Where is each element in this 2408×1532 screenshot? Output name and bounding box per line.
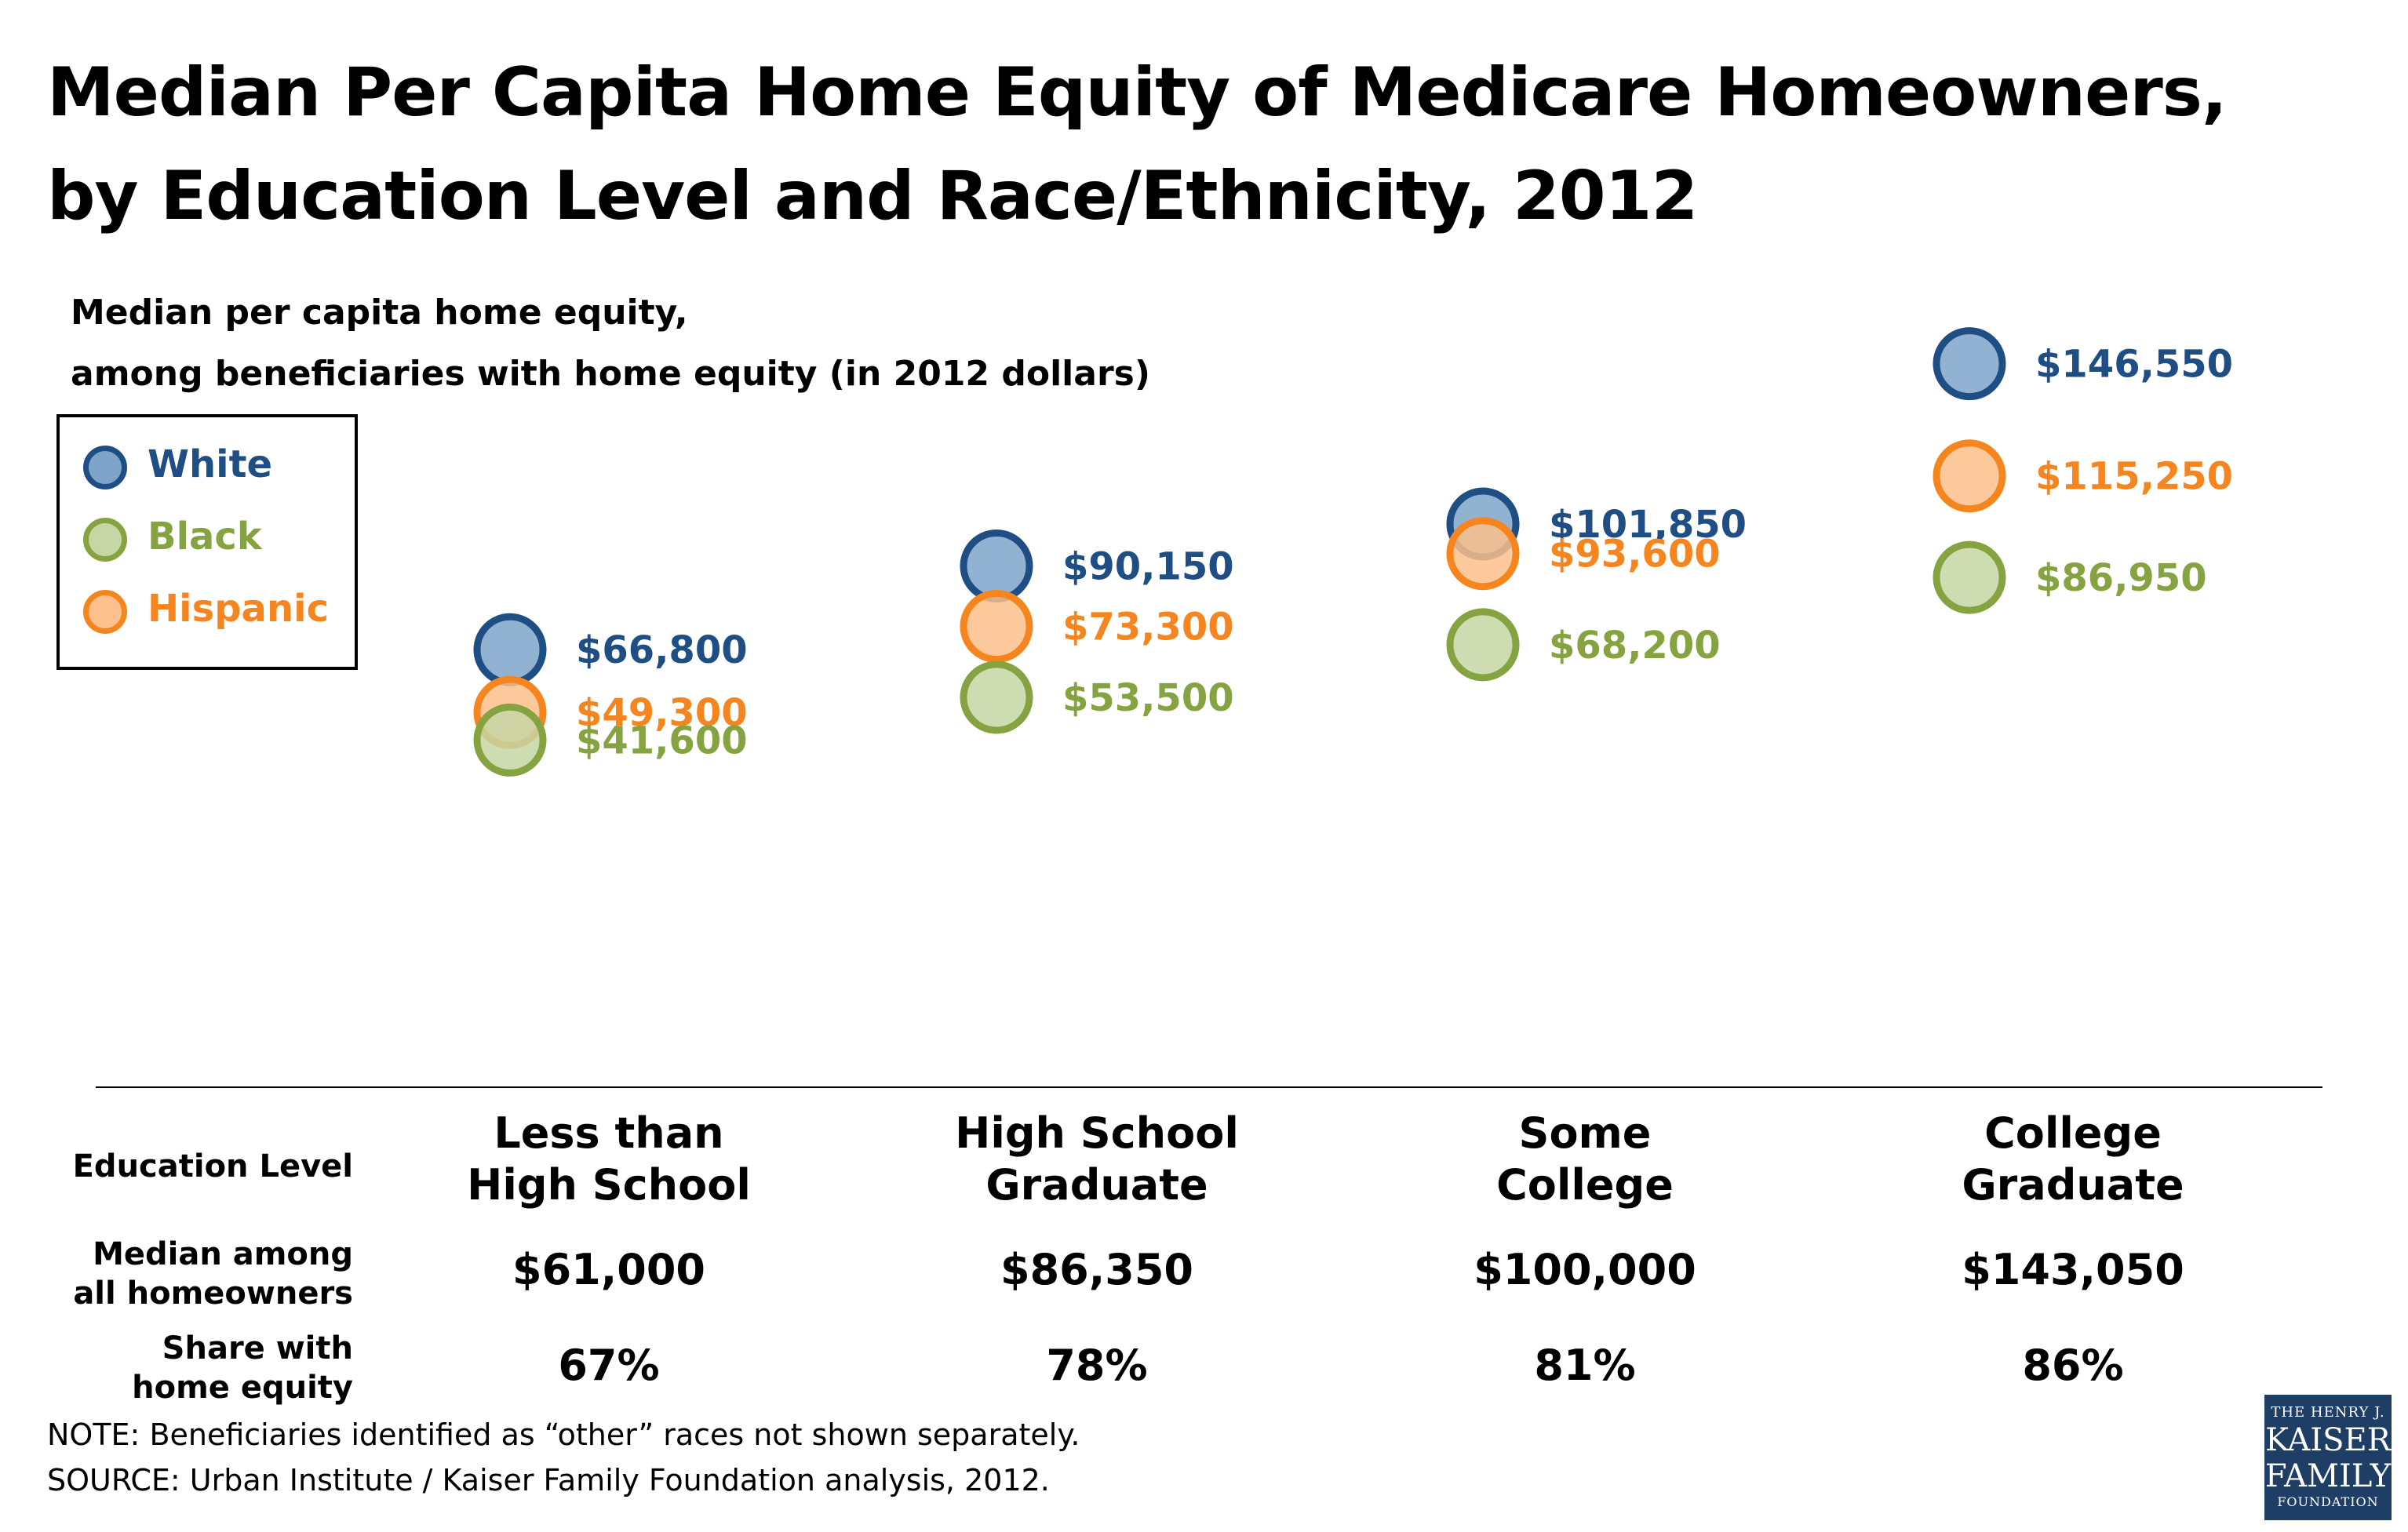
source-text: SOURCE: Urban Institute / Kaiser Family … <box>47 1463 1050 1497</box>
median-high-school-graduate: $86,350 <box>1000 1245 1193 1294</box>
median-college-graduate: $143,050 <box>1962 1245 2184 1294</box>
data-label-black-0: $41,600 <box>576 719 748 762</box>
share-high-school-graduate: 78% <box>1046 1341 1148 1390</box>
chart-subtitle: Median per capita home equity, among ben… <box>71 282 1150 405</box>
legend-label-black: Black <box>148 515 262 559</box>
row-label-median-line-1: Median among <box>93 1236 353 1272</box>
data-label-hispanic-1: $73,300 <box>1062 606 1234 650</box>
data-label-black-1: $53,500 <box>1062 676 1234 720</box>
legend-label-hispanic: Hispanic <box>148 587 330 631</box>
data-label-white-0: $66,800 <box>576 628 748 672</box>
logo-line-4: FOUNDATION <box>2277 1494 2379 1509</box>
point-hispanic-3 <box>1933 439 2006 513</box>
data-label-hispanic-2: $93,600 <box>1549 533 1721 577</box>
column-head-less-than-high-school: Less than High School <box>428 1108 789 1211</box>
row-label-median-line-2: all homeowners <box>73 1275 353 1312</box>
column-head-high-school-graduate: High School Graduate <box>916 1108 1277 1211</box>
point-white-3 <box>1933 327 2006 401</box>
chart-title: Median Per Capita Home Equity of Medicar… <box>47 41 2228 248</box>
logo-line-1: THE HENRY J. <box>2271 1404 2385 1421</box>
point-hispanic-1 <box>960 590 1033 664</box>
data-label-white-2: $101,850 <box>1549 503 1747 547</box>
row-label-education: Education Level <box>72 1148 353 1184</box>
point-black-0 <box>473 703 547 777</box>
legend: White Black Hispanic <box>56 414 358 670</box>
point-white-1 <box>960 529 1033 602</box>
subtitle-line-1: Median per capita home equity, <box>71 293 688 333</box>
data-label-hispanic-0: $49,300 <box>576 691 748 735</box>
logo-line-2: KAISER <box>2265 1422 2391 1458</box>
column-head-line-1: Less than <box>494 1108 724 1158</box>
column-head-line-2: High School <box>467 1160 751 1210</box>
share-less-than-high-school: 67% <box>558 1341 660 1390</box>
row-label-share: Share with home equity <box>31 1329 353 1407</box>
column-head-line-1: Some <box>1518 1108 1652 1158</box>
share-some-college: 81% <box>1534 1341 1636 1390</box>
median-some-college: $100,000 <box>1474 1245 1696 1294</box>
subtitle-line-2: among beneficiaries with home equity (in… <box>71 354 1150 394</box>
point-black-3 <box>1933 540 2006 614</box>
legend-swatch-white <box>83 446 127 489</box>
point-black-2 <box>1446 608 1520 682</box>
column-head-line-2: College <box>1496 1160 1674 1210</box>
row-label-share-line-2: home equity <box>132 1370 353 1406</box>
point-hispanic-2 <box>1446 517 1520 591</box>
footnote: NOTE: Beneficiaries identified as “other… <box>47 1412 1080 1503</box>
legend-label-white: White <box>148 442 273 486</box>
data-label-hispanic-3: $115,250 <box>2035 455 2233 499</box>
logo-line-3: FAMILY <box>2264 1458 2392 1494</box>
row-label-median: Median among all homeowners <box>31 1235 353 1313</box>
row-label-share-line-1: Share with <box>162 1330 353 1366</box>
data-label-black-2: $68,200 <box>1549 624 1721 668</box>
point-white-0 <box>473 613 547 686</box>
kff-logo: THE HENRY J. KAISER FAMILY FOUNDATION <box>2264 1395 2392 1520</box>
share-college-graduate: 86% <box>2022 1341 2124 1390</box>
point-black-1 <box>960 660 1033 734</box>
data-label-white-3: $146,550 <box>2035 343 2233 387</box>
column-head-college-graduate: College Graduate <box>1893 1108 2253 1211</box>
legend-swatch-black <box>83 518 127 562</box>
column-head-some-college: Some College <box>1404 1108 1765 1211</box>
note-text: NOTE: Beneficiaries identified as “other… <box>47 1417 1080 1452</box>
data-label-black-3: $86,950 <box>2035 556 2207 600</box>
median-less-than-high-school: $61,000 <box>512 1245 705 1294</box>
column-head-line-1: College <box>1984 1108 2162 1158</box>
column-head-line-2: Graduate <box>1962 1160 2184 1210</box>
legend-swatch-hispanic <box>83 590 127 634</box>
title-line-2: by Education Level and Race/Ethnicity, 2… <box>47 157 1698 235</box>
title-line-1: Median Per Capita Home Equity of Medicar… <box>47 53 2228 132</box>
data-label-white-1: $90,150 <box>1062 544 1234 588</box>
column-head-line-1: High School <box>955 1108 1239 1158</box>
column-head-line-2: Graduate <box>985 1160 1208 1210</box>
